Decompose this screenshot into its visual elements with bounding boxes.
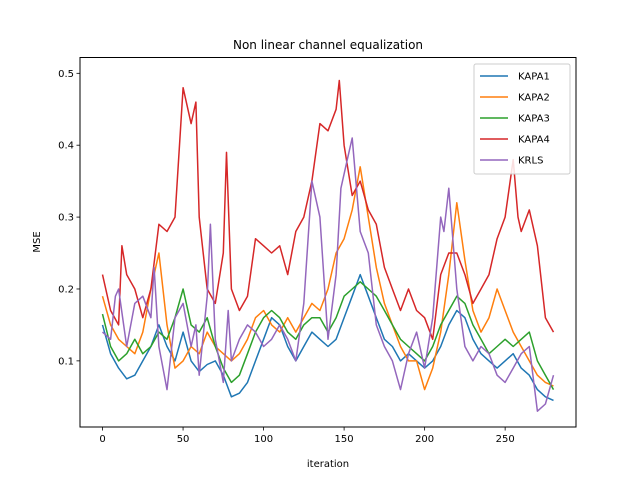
x-tick-label: 250 — [496, 434, 515, 445]
legend-label: KAPA1 — [518, 72, 550, 83]
y-axis: 0.1 0.2 0.3 0.4 0.5 — [58, 69, 80, 367]
y-tick-label: 0.5 — [58, 69, 74, 80]
x-tick-label: 200 — [415, 434, 434, 445]
legend-label: KAPA2 — [518, 93, 550, 104]
series-line-kapa2 — [101, 166, 554, 391]
plot-area — [101, 79, 555, 412]
x-tick-label: 100 — [254, 434, 273, 445]
x-tick-label: 50 — [177, 434, 190, 445]
y-axis-label: MSE — [32, 231, 43, 252]
x-axis: 0 50 100 150 200 250 — [99, 427, 515, 445]
y-tick-label: 0.1 — [58, 356, 74, 367]
axes-frame — [79, 57, 577, 428]
legend-label: KRLS — [518, 156, 543, 167]
x-tick-label: 0 — [99, 434, 105, 445]
series-line-kapa4 — [101, 79, 555, 341]
series-line-kapa1 — [101, 273, 554, 402]
legend-box — [473, 63, 571, 175]
legend: KAPA1 KAPA2 KAPA3 KAPA4 KRLS — [473, 63, 571, 175]
series-line-krls — [102, 137, 555, 412]
y-tick-label: 0.3 — [58, 213, 74, 224]
chart-title: Non linear channel equalization — [233, 38, 423, 52]
y-tick-label: 0.2 — [58, 284, 74, 295]
legend-label: KAPA3 — [518, 114, 550, 125]
x-axis-label: iteration — [307, 459, 349, 470]
x-tick-label: 150 — [335, 434, 354, 445]
legend-label: KAPA4 — [518, 135, 550, 146]
y-tick-label: 0.4 — [58, 141, 74, 152]
